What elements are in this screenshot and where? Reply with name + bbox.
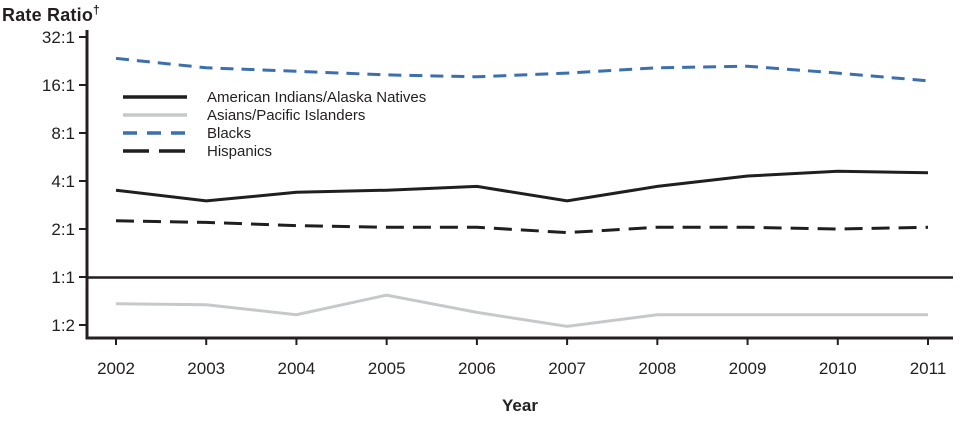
legend-label: Hispanics xyxy=(207,143,272,160)
x-tick-label: 2010 xyxy=(819,359,857,378)
x-tick-label: 2003 xyxy=(187,359,225,378)
x-axis-title: Year xyxy=(502,396,538,415)
legend-label: Blacks xyxy=(207,125,251,142)
series-line-hispanics xyxy=(115,219,929,235)
x-tick-label: 2009 xyxy=(729,359,767,378)
legend-label: Asians/Pacific Islanders xyxy=(207,107,365,124)
x-tick-label: 2005 xyxy=(368,359,406,378)
series-line-asians-pacific-islanders xyxy=(115,293,928,328)
y-tick-label: 16:1 xyxy=(42,76,75,95)
y-tick-label: 32:1 xyxy=(42,28,75,47)
y-tick-label: 2:1 xyxy=(51,220,75,239)
y-axis-title-text: Rate Ratio xyxy=(2,5,94,25)
x-tick-label: 2011 xyxy=(910,359,947,378)
x-tick-label: 2004 xyxy=(278,359,316,378)
series-line-blacks xyxy=(115,56,929,83)
y-tick-label: 1:2 xyxy=(51,316,75,335)
y-axis-title: Rate Ratio† xyxy=(2,3,100,26)
y-tick-label: 1:1 xyxy=(51,268,75,287)
x-tick-label: 2008 xyxy=(638,359,676,378)
x-tick-label: 2007 xyxy=(548,359,586,378)
series-line-american-indians-alaska-natives xyxy=(115,169,929,203)
y-tick-label: 4:1 xyxy=(51,172,75,191)
y-tick-label: 8:1 xyxy=(51,124,75,143)
x-tick-label: 2006 xyxy=(458,359,496,378)
x-tick-label: 2002 xyxy=(97,359,135,378)
dagger-footnote-marker: † xyxy=(93,3,100,17)
legend-label: American Indians/Alaska Natives xyxy=(207,89,426,106)
